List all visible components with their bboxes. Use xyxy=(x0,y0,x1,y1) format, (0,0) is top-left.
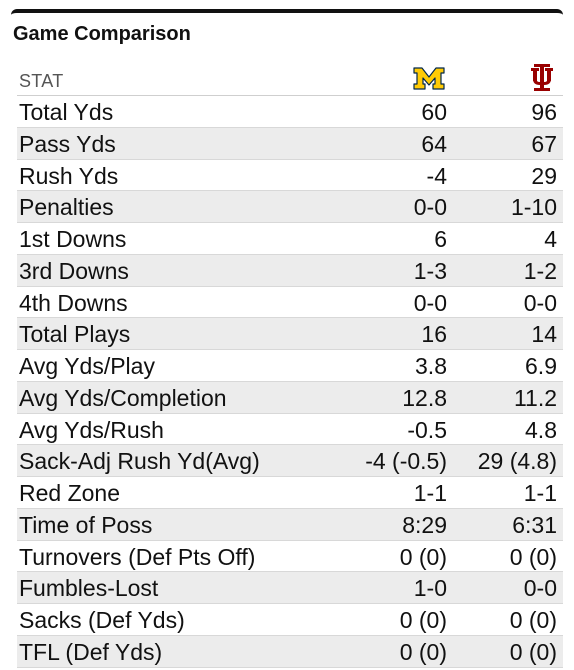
stat-label: Avg Yds/Play xyxy=(19,353,155,379)
team-a-value: -0.5 xyxy=(407,416,447,443)
team-b-value: 4 xyxy=(544,226,557,252)
team-a-value: 60 xyxy=(421,99,447,125)
team-a-value: 64 xyxy=(421,130,447,157)
stat-label: Time of Poss xyxy=(19,511,153,538)
team-b-value: 0 (0) xyxy=(509,543,557,570)
stat-label: 4th Downs xyxy=(19,289,128,316)
team-b-value: 1-10 xyxy=(510,194,557,221)
team-b-value: 0 (0) xyxy=(509,638,557,665)
stat-column-header: STAT xyxy=(19,71,64,91)
stat-label: 3rd Downs xyxy=(19,257,129,284)
table-row: Total Yds 60 96 xyxy=(17,96,563,128)
table-row: Avg Yds/Play 3.8 6.9 xyxy=(17,350,563,382)
table-row: Turnovers (Def Pts Off) 0 (0) 0 (0) xyxy=(17,541,563,573)
indiana-logo-icon xyxy=(531,64,553,91)
team-a-value: -4 (-0.5) xyxy=(365,448,447,475)
table-row: Total Plays 16 14 xyxy=(17,318,563,350)
table-row: Fumbles-Lost 1-0 0-0 xyxy=(17,572,563,604)
team-a-value: 1-3 xyxy=(413,257,447,284)
stat-label: Turnovers (Def Pts Off) xyxy=(19,543,256,570)
table-row: Sack-Adj Rush Yd(Avg) -4 (-0.5) 29 (4.8) xyxy=(17,445,563,477)
table-row: Rush Yds -4 29 xyxy=(17,160,563,192)
stat-label: Red Zone xyxy=(19,480,121,506)
table-row: 4th Downs 0-0 0-0 xyxy=(17,287,563,319)
stat-label: TFL (Def Yds) xyxy=(19,638,163,665)
team-b-value: 0 (0) xyxy=(509,607,557,633)
team-a-value: 0-0 xyxy=(413,194,447,221)
team-a-value: 16 xyxy=(421,321,447,348)
stat-label: Sacks (Def Yds) xyxy=(19,607,185,633)
team-b-value: 29 (4.8) xyxy=(477,448,557,475)
team-a-value: 6 xyxy=(434,226,447,252)
stat-label: Total Yds xyxy=(19,99,114,125)
table-row: 3rd Downs 1-3 1-2 xyxy=(17,254,563,287)
table-row: 1st Downs 6 4 xyxy=(17,223,563,255)
team-a-value: 0 (0) xyxy=(399,638,447,665)
michigan-logo-icon xyxy=(413,67,445,90)
team-a-value: 1-0 xyxy=(413,575,447,602)
game-comparison-card: Game Comparison STAT Total Yds 60 96 Pass Y… xyxy=(11,9,563,669)
team-a-value: 0 (0) xyxy=(399,607,447,633)
table-row: Time of Poss 8:29 6:31 xyxy=(17,508,563,541)
team-b-value: 1-2 xyxy=(523,257,557,284)
table-row: Avg Yds/Completion 12.8 11.2 xyxy=(17,381,563,414)
team-b-value: 67 xyxy=(531,130,557,157)
table-row: TFL (Def Yds) 0 (0) 0 (0) xyxy=(17,635,563,668)
team-b-value: 96 xyxy=(531,99,557,125)
team-a-value: 8:29 xyxy=(402,511,447,538)
team-b-value: 11.2 xyxy=(513,384,557,411)
team-b-value: 29 xyxy=(531,162,557,189)
stat-label: Fumbles-Lost xyxy=(19,575,159,602)
card-title: Game Comparison xyxy=(13,23,191,45)
stat-label: Sack-Adj Rush Yd(Avg) xyxy=(19,448,260,475)
table-header: STAT xyxy=(17,64,563,96)
stat-label: Total Plays xyxy=(19,321,131,348)
table-row: Sacks (Def Yds) 0 (0) 0 (0) xyxy=(17,604,563,636)
team-a-value: 0 (0) xyxy=(399,543,447,570)
table-row: Penalties 0-0 1-10 xyxy=(17,191,563,223)
team-b-value: 0-0 xyxy=(523,289,557,316)
team-b-value: 14 xyxy=(531,321,557,348)
stats-table-body: Total Yds 60 96 Pass Yds 64 67 Rush Yds -4 29 Pen… xyxy=(17,96,563,668)
table-row: Red Zone 1-1 1-1 xyxy=(17,477,563,509)
stat-label: Avg Yds/Rush xyxy=(19,416,164,443)
team-a-value: 1-1 xyxy=(413,480,447,506)
stat-label: Rush Yds xyxy=(19,162,119,189)
table-row: Avg Yds/Rush -0.5 4.8 xyxy=(17,414,563,446)
team-b-value: 6:31 xyxy=(512,511,557,538)
stat-label: Penalties xyxy=(19,194,114,221)
stat-label: Avg Yds/Completion xyxy=(19,384,227,411)
team-b-value: 1-1 xyxy=(523,480,557,506)
stat-label: Pass Yds xyxy=(19,130,116,157)
team-b-value: 6.9 xyxy=(525,353,557,379)
table-row: Pass Yds 64 67 xyxy=(17,127,563,160)
team-b-value: 0-0 xyxy=(523,575,557,602)
team-a-value: -4 xyxy=(426,162,447,189)
team-a-value: 12.8 xyxy=(402,384,447,411)
stat-label: 1st Downs xyxy=(19,226,127,252)
team-a-value: 0-0 xyxy=(413,289,447,316)
team-a-value: 3.8 xyxy=(415,353,447,379)
team-b-value: 4.8 xyxy=(525,416,557,443)
